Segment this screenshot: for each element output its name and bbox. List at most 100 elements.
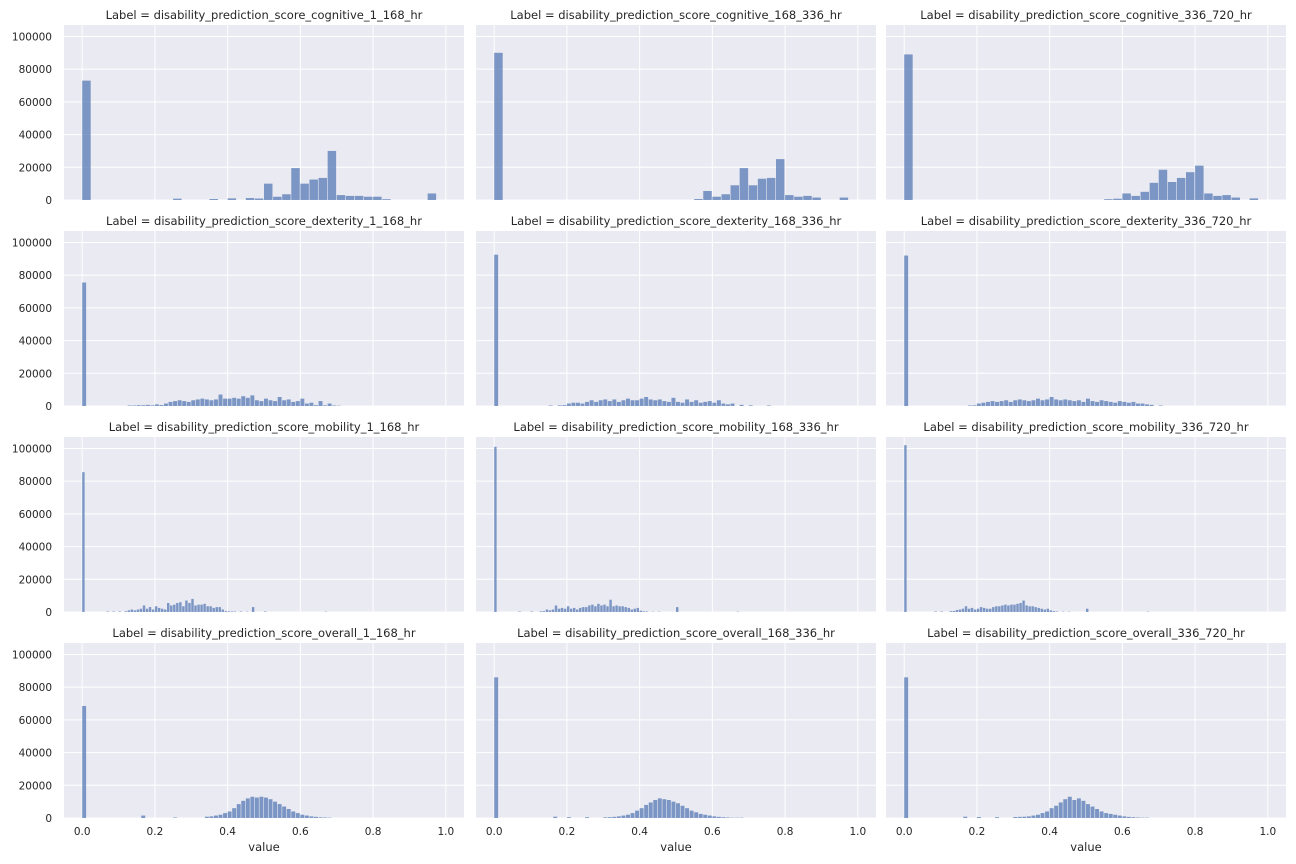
- histogram-bar: [803, 195, 812, 200]
- facet-panel: Label = disability_prediction_score_cogn…: [12, 8, 464, 207]
- histogram-bar: [264, 398, 268, 406]
- histogram-bar: [630, 609, 633, 612]
- histogram-bar: [268, 799, 273, 818]
- histogram-bar: [1052, 611, 1056, 612]
- histogram-bar: [157, 607, 161, 612]
- histogram-bar: [557, 405, 562, 406]
- histogram-bar: [1040, 400, 1045, 406]
- y-tick-label: 40000: [19, 542, 52, 554]
- histogram-bar: [82, 80, 91, 200]
- histogram-bar: [1099, 811, 1104, 818]
- histogram-bar: [585, 401, 590, 406]
- histogram-bar: [204, 816, 209, 818]
- x-tick-label: 0.8: [365, 826, 382, 838]
- histogram-bar: [598, 400, 603, 406]
- histogram-bar: [327, 403, 332, 406]
- histogram-bar: [173, 198, 182, 200]
- histogram-bar: [218, 607, 221, 612]
- histogram-bar: [1022, 600, 1025, 612]
- histogram-bar: [1195, 165, 1204, 200]
- x-axis-label: value: [660, 840, 691, 854]
- histogram-bar: [572, 607, 576, 612]
- facet-title: Label = disability_prediction_score_mobi…: [513, 420, 838, 434]
- histogram-bar: [588, 605, 591, 612]
- histogram-bar: [1022, 816, 1027, 818]
- histogram-bar: [136, 405, 141, 406]
- histogram-bar: [712, 816, 717, 818]
- histogram-bar: [642, 611, 646, 612]
- histogram-bar: [182, 401, 187, 406]
- histogram-bar: [671, 801, 676, 818]
- histogram-bar: [1213, 195, 1222, 200]
- histogram-bar: [662, 799, 667, 818]
- histogram-bar: [1149, 182, 1159, 200]
- histogram-bar: [1086, 608, 1089, 612]
- x-axis-label: value: [248, 840, 279, 854]
- y-tick-label: 60000: [19, 509, 52, 521]
- histogram-bar: [618, 606, 621, 612]
- histogram-bar: [300, 183, 309, 200]
- histogram-bar: [1063, 799, 1068, 818]
- histogram-bar: [1113, 814, 1118, 818]
- x-tick-label: 0.4: [631, 826, 648, 838]
- histogram-bar: [557, 608, 561, 612]
- histogram-bar: [626, 398, 630, 406]
- histogram-bar: [318, 177, 328, 200]
- histogram-bar: [1090, 806, 1095, 818]
- histogram-bar: [1054, 399, 1059, 406]
- y-tick-label: 100000: [12, 31, 52, 43]
- histogram-bar: [676, 401, 680, 406]
- y-tick-label: 100000: [12, 443, 52, 455]
- histogram-bar: [1090, 401, 1095, 406]
- histogram-bar: [173, 401, 178, 406]
- histogram-bar: [282, 194, 291, 200]
- panel-background: [64, 437, 464, 612]
- histogram-bar: [245, 798, 250, 818]
- histogram-bar: [215, 607, 218, 612]
- histogram-bar: [188, 603, 191, 612]
- histogram-bar: [223, 813, 228, 818]
- y-tick-label: 40000: [19, 130, 52, 142]
- y-tick-label: 20000: [19, 162, 52, 174]
- histogram-bar: [582, 607, 585, 612]
- histogram-bar: [671, 397, 676, 406]
- histogram-bar: [176, 603, 179, 612]
- histogram-bar: [1067, 796, 1072, 818]
- histogram-bar: [961, 608, 965, 612]
- histogram-bar: [194, 605, 197, 612]
- histogram-bar: [373, 196, 382, 200]
- histogram-bar: [1016, 603, 1019, 612]
- histogram-bar: [1049, 808, 1054, 818]
- histogram-bar: [589, 400, 594, 406]
- histogram-bar: [141, 815, 146, 818]
- histogram-bar: [164, 403, 168, 406]
- x-tick-label: 1.0: [849, 826, 866, 838]
- histogram-bar: [995, 401, 1000, 406]
- facet-title: Label = disability_prediction_score_dext…: [511, 214, 842, 228]
- histogram-bar: [748, 405, 753, 406]
- y-tick-label: 60000: [19, 715, 52, 727]
- histogram-bar: [314, 405, 318, 406]
- panel-background: [64, 231, 464, 406]
- histogram-bar: [644, 397, 649, 406]
- histogram-bar: [1117, 815, 1122, 818]
- x-tick-label: 0.0: [486, 826, 503, 838]
- panel-background: [476, 25, 876, 200]
- histogram-bar: [273, 401, 278, 406]
- histogram-bar: [173, 604, 176, 612]
- histogram-bar: [364, 196, 373, 200]
- histogram-bar: [698, 813, 703, 818]
- histogram-bar: [612, 816, 617, 818]
- histogram-bar: [904, 677, 909, 818]
- histogram-bar: [949, 611, 953, 612]
- histogram-bar: [627, 607, 630, 612]
- histogram-bar: [1031, 815, 1036, 818]
- histogram-bar: [1026, 816, 1031, 818]
- histogram-bar: [1025, 605, 1028, 612]
- histogram-bar: [164, 609, 167, 612]
- histogram-bar: [1004, 400, 1009, 406]
- histogram-bar: [576, 402, 580, 406]
- y-tick-label: 80000: [19, 682, 52, 694]
- histogram-bar: [716, 816, 721, 818]
- histogram-bar: [712, 196, 721, 200]
